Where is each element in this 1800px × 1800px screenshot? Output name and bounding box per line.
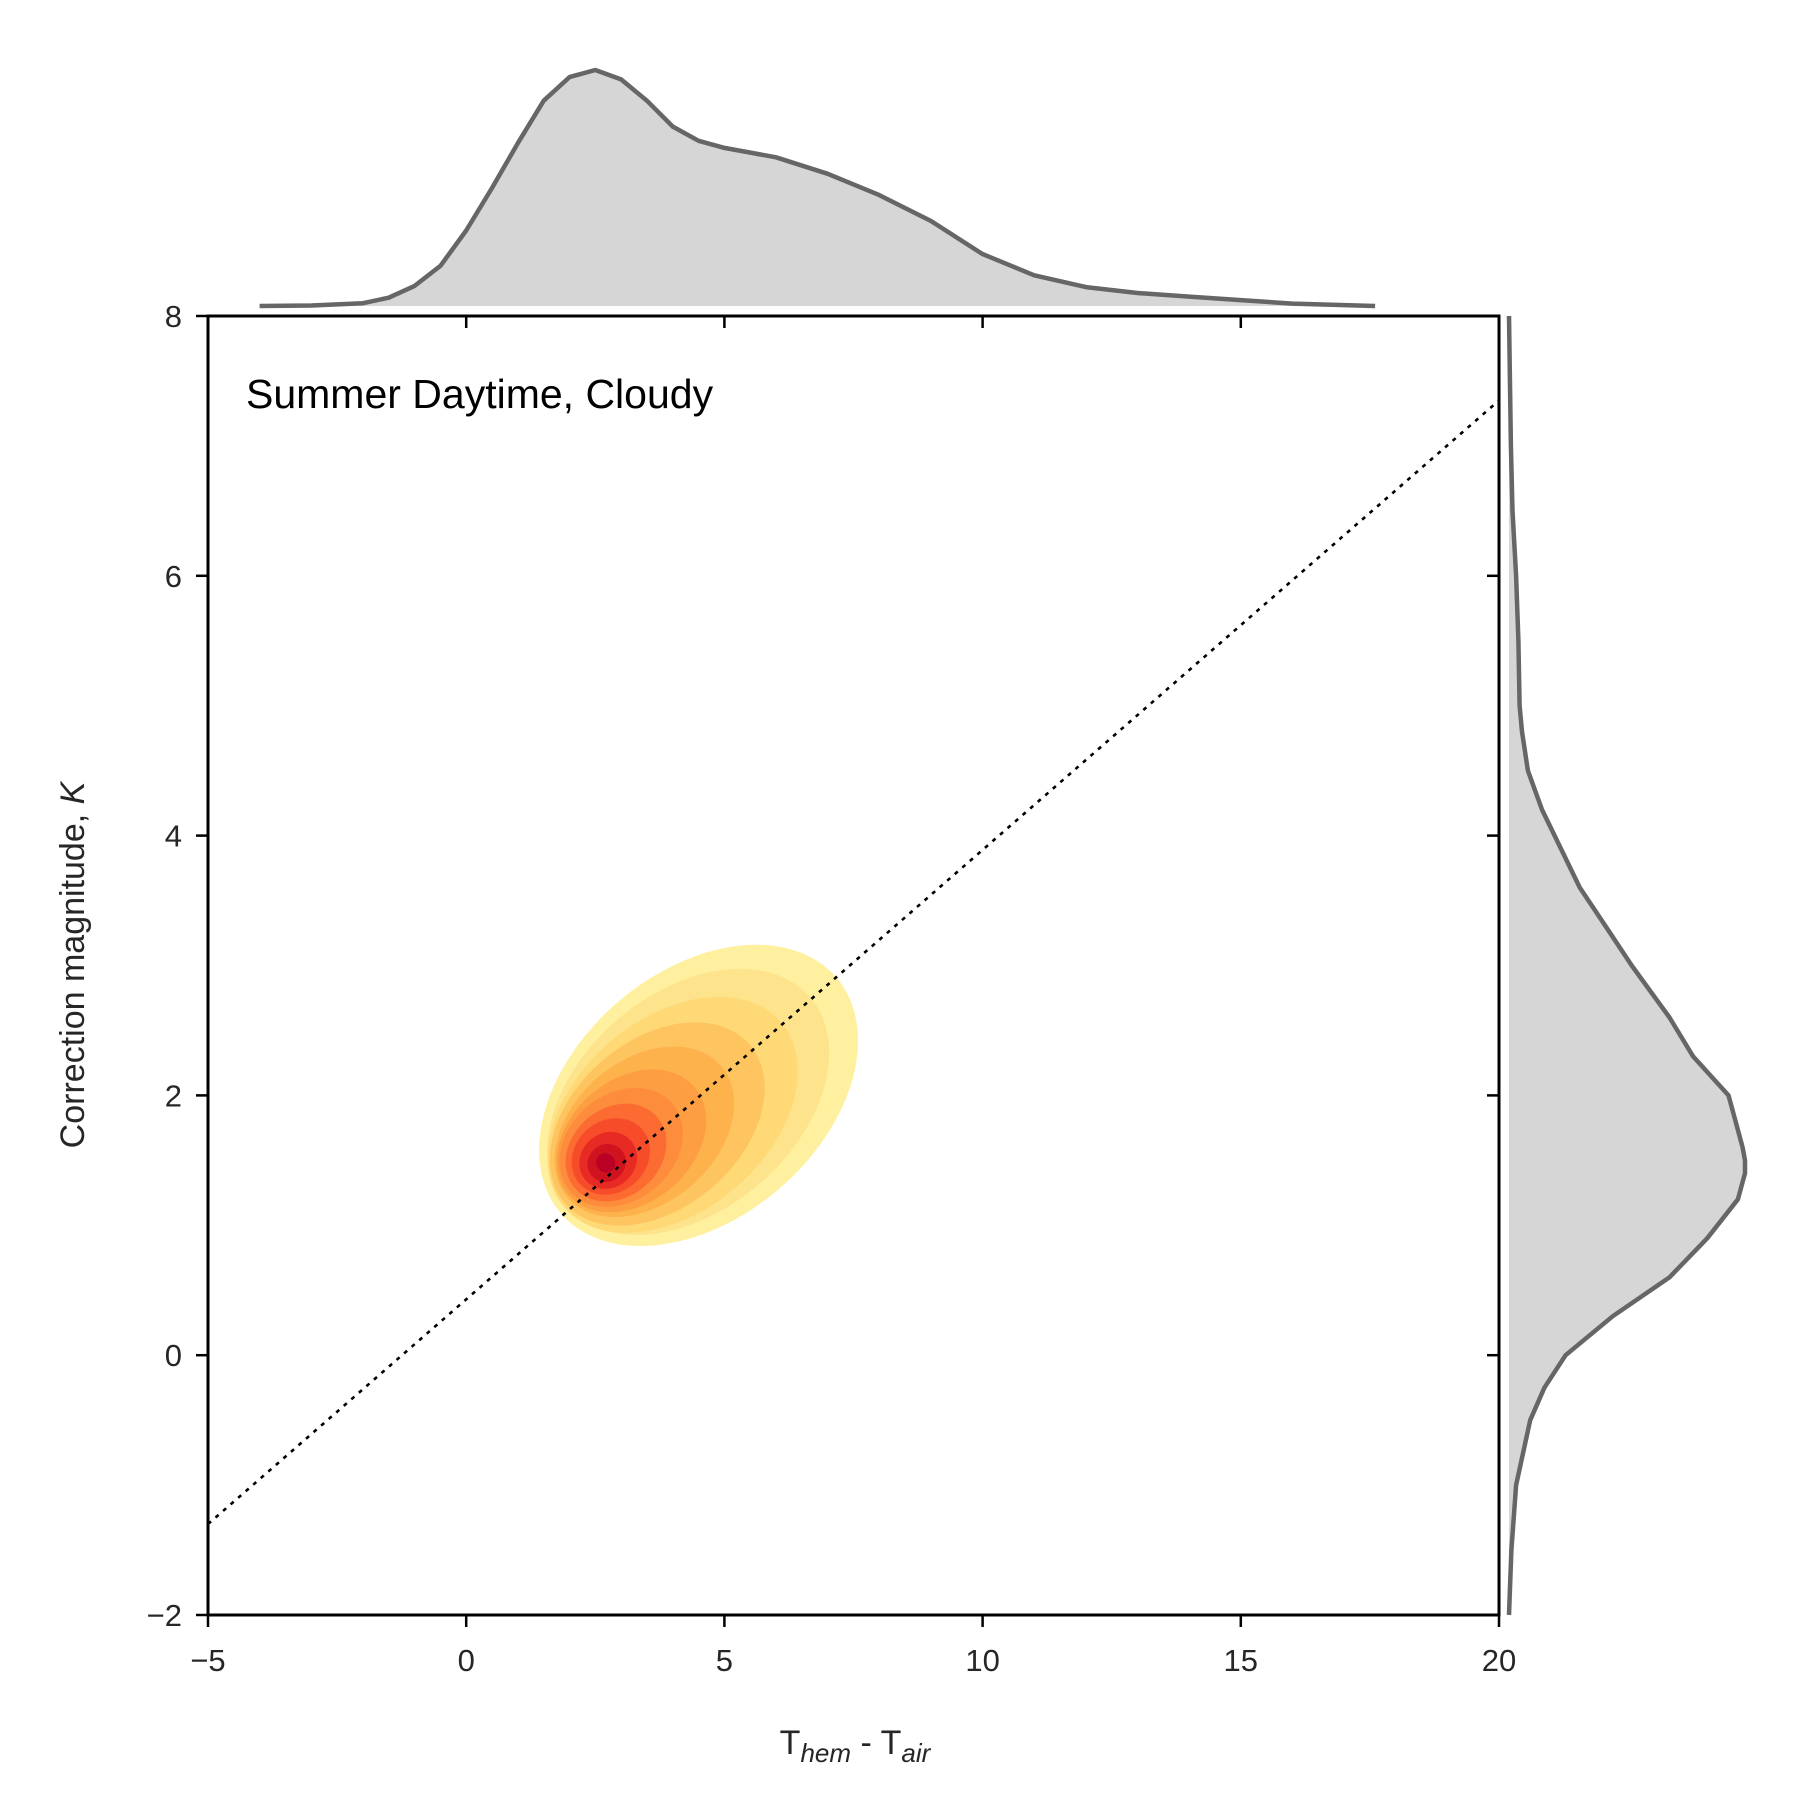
y-tick-label: 8 bbox=[165, 299, 182, 334]
x-tick-label: 5 bbox=[716, 1643, 733, 1678]
x-axis-title-sub1: hem bbox=[800, 1738, 851, 1768]
main-plot-area: −5 0 5 10 15 20 −2 0 2 4 6 8 bbox=[147, 299, 1517, 1678]
x-tick-label: 15 bbox=[1224, 1643, 1258, 1678]
y-tick-label: −2 bbox=[147, 1598, 182, 1633]
right-marginal-fill bbox=[1509, 316, 1745, 1615]
x-axis-title: Them - Tair bbox=[780, 1724, 932, 1768]
x-axis-title-sub2: air bbox=[901, 1738, 931, 1768]
x-axis-title-main: T bbox=[780, 1724, 801, 1762]
fit-line bbox=[208, 399, 1499, 1526]
top-marginal-density bbox=[259, 67, 1376, 309]
y-tick-label: 4 bbox=[165, 819, 182, 854]
x-tick-label: 20 bbox=[1482, 1643, 1516, 1678]
y-tick-label: 6 bbox=[165, 559, 182, 594]
y-axis-title-text: Correction magnitude, bbox=[54, 804, 92, 1148]
x-tick-label: 10 bbox=[965, 1643, 999, 1678]
x-axis-title-sep: - bbox=[851, 1724, 881, 1762]
y-axis-title: Correction magnitude, K bbox=[54, 780, 92, 1148]
right-marginal-density bbox=[1506, 315, 1748, 1616]
y-tick-label: 0 bbox=[165, 1338, 182, 1373]
top-marginal-fill bbox=[259, 70, 1376, 306]
kde-level-12 bbox=[596, 1153, 616, 1173]
x-axis-title-main2: T bbox=[881, 1724, 902, 1762]
y-tick-label: 2 bbox=[165, 1078, 182, 1113]
y-axis-title-unit: K bbox=[54, 780, 92, 804]
x-axis-ticks: −5 0 5 10 15 20 bbox=[190, 316, 1516, 1678]
y-axis-ticks: −2 0 2 4 6 8 bbox=[147, 299, 1499, 1633]
top-marginal-line bbox=[259, 67, 1376, 309]
plot-frame bbox=[206, 314, 1501, 1617]
x-tick-label: −5 bbox=[190, 1643, 225, 1678]
x-tick-label: 0 bbox=[458, 1643, 475, 1678]
right-marginal-line bbox=[1506, 315, 1748, 1616]
chart-annotation: Summer Daytime, Cloudy bbox=[246, 371, 714, 417]
